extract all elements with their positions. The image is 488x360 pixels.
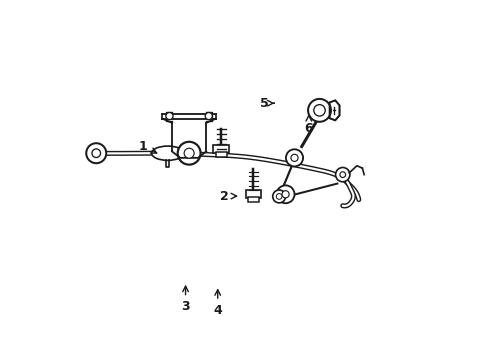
Text: 4: 4	[213, 290, 222, 317]
Circle shape	[282, 191, 288, 198]
Circle shape	[285, 149, 303, 166]
FancyBboxPatch shape	[247, 197, 259, 202]
Circle shape	[177, 142, 200, 165]
Text: 3: 3	[181, 286, 189, 313]
Ellipse shape	[151, 146, 183, 160]
Circle shape	[276, 185, 294, 203]
Polygon shape	[329, 100, 339, 120]
Circle shape	[307, 99, 330, 122]
Text: 5: 5	[259, 97, 274, 110]
Text: 2: 2	[220, 190, 236, 203]
Circle shape	[313, 105, 325, 116]
Circle shape	[86, 143, 106, 163]
Circle shape	[184, 148, 194, 158]
Circle shape	[290, 154, 298, 161]
FancyBboxPatch shape	[215, 153, 226, 157]
FancyBboxPatch shape	[245, 190, 261, 198]
Text: 1: 1	[138, 140, 156, 153]
Text: 6: 6	[304, 115, 312, 135]
Circle shape	[335, 167, 349, 182]
Circle shape	[165, 112, 173, 120]
Circle shape	[272, 190, 285, 203]
Circle shape	[92, 149, 101, 157]
Circle shape	[276, 194, 282, 199]
FancyBboxPatch shape	[213, 145, 229, 153]
Circle shape	[339, 172, 345, 177]
Circle shape	[205, 112, 212, 120]
